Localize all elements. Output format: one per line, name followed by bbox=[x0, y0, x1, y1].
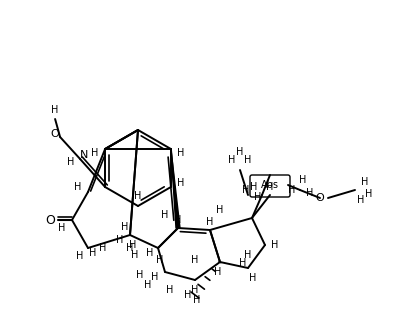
Text: H: H bbox=[216, 205, 224, 215]
Text: H: H bbox=[89, 248, 97, 258]
Text: H: H bbox=[236, 147, 244, 157]
Text: H: H bbox=[76, 251, 84, 261]
Text: H: H bbox=[177, 148, 185, 158]
Text: N: N bbox=[80, 150, 88, 160]
Text: H: H bbox=[306, 188, 314, 198]
Text: H: H bbox=[129, 240, 137, 250]
Text: H: H bbox=[193, 295, 201, 305]
Text: H: H bbox=[361, 177, 369, 187]
Text: H: H bbox=[134, 191, 142, 201]
Text: H: H bbox=[166, 285, 174, 295]
Text: O: O bbox=[316, 193, 324, 203]
Text: H: H bbox=[116, 235, 124, 245]
Text: H: H bbox=[191, 285, 199, 295]
Text: H: H bbox=[272, 240, 279, 250]
Text: H: H bbox=[288, 185, 296, 195]
Text: H: H bbox=[151, 272, 159, 282]
Text: H: H bbox=[254, 192, 262, 202]
Text: H: H bbox=[122, 222, 129, 232]
Text: H: H bbox=[206, 217, 214, 227]
Text: H: H bbox=[136, 270, 144, 280]
Text: H: H bbox=[161, 210, 169, 220]
Text: H: H bbox=[214, 267, 222, 277]
FancyBboxPatch shape bbox=[250, 175, 290, 197]
Polygon shape bbox=[171, 149, 180, 228]
Text: H: H bbox=[177, 178, 185, 188]
Text: H: H bbox=[91, 148, 99, 158]
Text: H: H bbox=[365, 189, 372, 199]
Text: H: H bbox=[156, 255, 164, 265]
Text: H: H bbox=[131, 250, 139, 260]
Text: H: H bbox=[244, 155, 252, 165]
Text: H: H bbox=[239, 258, 247, 268]
Text: H: H bbox=[357, 195, 365, 205]
Text: H: H bbox=[191, 255, 199, 265]
Text: H: H bbox=[174, 215, 182, 225]
Text: O: O bbox=[45, 213, 55, 226]
Text: H: H bbox=[266, 182, 274, 192]
Text: H: H bbox=[228, 155, 235, 165]
Text: H: H bbox=[244, 250, 252, 260]
Text: H: H bbox=[67, 157, 75, 167]
Text: H: H bbox=[146, 248, 154, 258]
Text: H: H bbox=[242, 185, 250, 195]
Text: H: H bbox=[58, 223, 66, 233]
Text: H: H bbox=[52, 105, 59, 115]
Text: Abs: Abs bbox=[261, 180, 279, 190]
Text: H: H bbox=[99, 243, 107, 253]
Text: H: H bbox=[74, 182, 82, 192]
Text: O: O bbox=[51, 129, 59, 139]
Text: H: H bbox=[249, 273, 257, 283]
Text: H: H bbox=[126, 243, 134, 253]
Text: H: H bbox=[184, 290, 191, 300]
Text: H: H bbox=[250, 182, 258, 192]
Text: H: H bbox=[144, 280, 152, 290]
Text: H: H bbox=[299, 175, 307, 185]
